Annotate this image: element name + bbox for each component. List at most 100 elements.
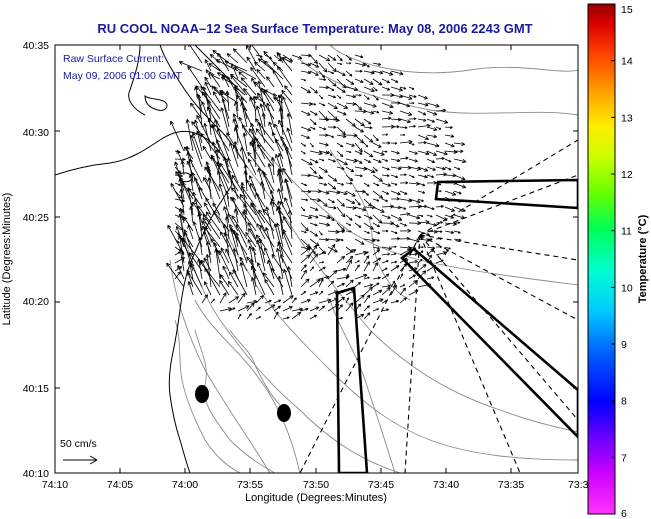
current-vector [381, 214, 391, 219]
current-vector [417, 110, 427, 116]
current-vector [210, 74, 221, 80]
current-vector [256, 68, 266, 80]
current-vector [399, 257, 408, 264]
current-vector [363, 286, 373, 296]
current-vector [426, 248, 435, 256]
current-vector [435, 118, 449, 124]
current-vector [381, 308, 389, 312]
current-vector [227, 157, 239, 184]
current-vector [426, 142, 440, 148]
current-vector [318, 174, 323, 180]
current-vector [300, 62, 312, 67]
current-vector [345, 94, 357, 99]
current-vector [183, 229, 194, 256]
current-vector [417, 214, 424, 218]
current-vector [408, 289, 419, 296]
current-vector [426, 229, 438, 234]
current-vector [327, 150, 333, 157]
current-vector [345, 62, 352, 65]
current-vector [235, 232, 248, 264]
current-vector [426, 246, 436, 250]
y-tick-label: 40:25 [23, 212, 49, 224]
current-vector [336, 110, 347, 116]
plot-frame [54, 44, 579, 474]
current-vector [381, 166, 390, 171]
current-vector [381, 86, 391, 91]
current-vector [291, 307, 303, 312]
current-vector [221, 98, 230, 128]
current-vector [390, 214, 403, 221]
current-vector [239, 256, 248, 272]
current-vector [262, 272, 275, 288]
x-tick-label: 74:10 [42, 479, 68, 491]
current-vector [435, 126, 442, 130]
current-vector [222, 265, 230, 280]
current-vector [354, 303, 362, 312]
buoy-marker-2 [277, 404, 291, 422]
current-vector [327, 246, 338, 253]
current-vector [381, 198, 389, 202]
current-vector [363, 110, 375, 115]
colorbar-label: Temperature (°C) [637, 214, 649, 303]
current-vector [345, 70, 353, 77]
current-vector [202, 145, 212, 160]
current-vector [372, 182, 380, 187]
current-vector [318, 102, 326, 107]
current-vector [211, 124, 230, 152]
current-vector [277, 275, 284, 296]
current-vector [220, 76, 239, 88]
current-vector [318, 142, 329, 147]
current-vector [372, 110, 380, 114]
current-vector [318, 266, 326, 272]
current-vector [426, 166, 436, 171]
current-vector [363, 214, 373, 220]
current-vector [382, 229, 389, 233]
colorbar-tick-label: 12 [621, 169, 633, 181]
current-vector [309, 214, 319, 219]
current-vector [201, 91, 221, 120]
current-vector [327, 304, 340, 312]
current-vector [327, 198, 335, 204]
current-vector [204, 81, 212, 96]
colorbar-tick-label: 10 [621, 282, 633, 294]
current-vector [408, 246, 417, 250]
current-vector [318, 230, 323, 236]
current-vector [435, 251, 447, 256]
current-vector [363, 190, 369, 196]
current-vector [363, 198, 372, 207]
current-vector [246, 302, 255, 312]
current-vector [300, 214, 313, 220]
current-vector [277, 168, 284, 192]
current-vector [202, 213, 221, 240]
current-vector [426, 222, 437, 227]
current-vector [318, 62, 328, 73]
current-vector [264, 60, 284, 80]
current-vector [390, 125, 400, 129]
current-vector [204, 281, 212, 296]
current-vector [203, 257, 212, 272]
current-vector [256, 239, 266, 272]
current-vector [259, 103, 266, 120]
current-vector [336, 102, 349, 109]
current-vector [336, 283, 345, 288]
current-vector [426, 174, 435, 178]
current-vector [399, 212, 411, 216]
current-vector [300, 206, 306, 212]
current-vector [300, 230, 307, 234]
current-vector [240, 181, 248, 216]
current-vector [282, 231, 293, 256]
current-vector [336, 126, 346, 136]
current-vector [444, 230, 455, 234]
current-vector [399, 86, 407, 90]
current-vector [354, 126, 365, 133]
current-vector [267, 259, 275, 280]
current-vector [231, 215, 248, 240]
current-vector [363, 102, 377, 108]
current-vector [272, 69, 284, 88]
current-vector [444, 206, 455, 212]
current-vector [372, 78, 383, 86]
current-vector [318, 237, 329, 242]
current-vector [216, 161, 230, 192]
current-vector [204, 76, 212, 88]
current-vector [216, 139, 230, 168]
